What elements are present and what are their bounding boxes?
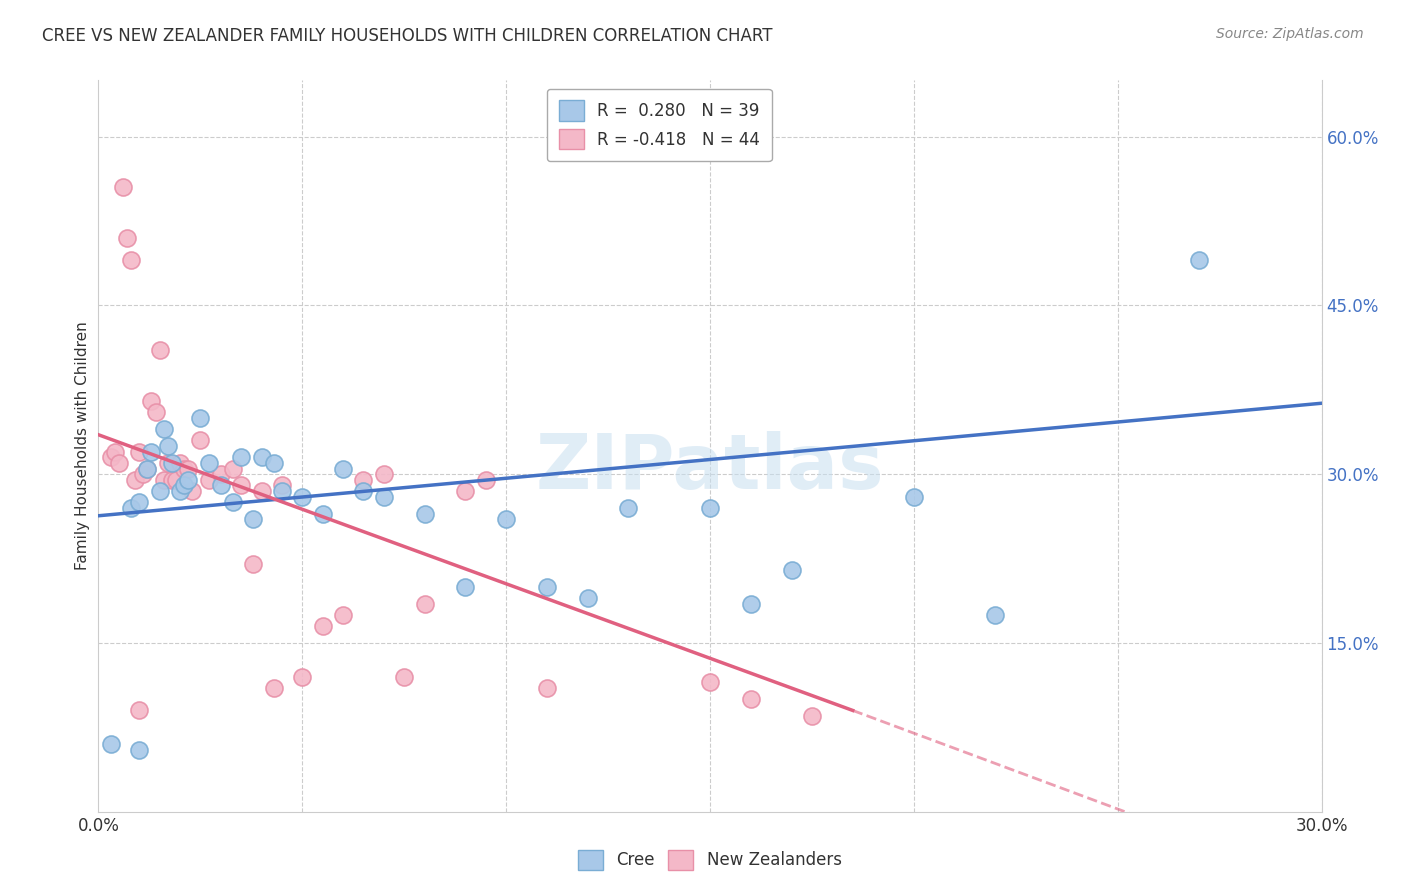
Point — [209, 467, 232, 482]
Point — [373, 490, 395, 504]
Point — [1188, 253, 1211, 268]
Point — [332, 607, 354, 622]
Point — [413, 597, 436, 611]
Point — [801, 709, 824, 723]
Point — [291, 670, 314, 684]
Point — [392, 670, 416, 684]
Point — [100, 450, 122, 465]
Point — [149, 343, 172, 358]
Text: Source: ZipAtlas.com: Source: ZipAtlas.com — [1216, 27, 1364, 41]
Point — [188, 410, 212, 425]
Point — [181, 483, 204, 498]
Point — [250, 483, 273, 498]
Point — [617, 500, 640, 515]
Point — [128, 743, 150, 757]
Point — [108, 456, 131, 470]
Point — [312, 619, 335, 633]
Point — [291, 490, 314, 504]
Point — [188, 434, 212, 448]
Point — [120, 253, 142, 268]
Point — [156, 456, 179, 470]
Point — [160, 473, 183, 487]
Point — [197, 456, 219, 470]
Point — [984, 607, 1007, 622]
Point — [454, 580, 477, 594]
Point — [160, 456, 183, 470]
Point — [149, 483, 172, 498]
Point — [332, 461, 354, 475]
Point — [165, 473, 187, 487]
Point — [242, 557, 264, 571]
Point — [270, 478, 294, 492]
Point — [128, 495, 150, 509]
Point — [177, 461, 200, 475]
Point — [104, 444, 127, 458]
Point — [699, 675, 721, 690]
Point — [740, 597, 762, 611]
Point — [197, 473, 219, 487]
Point — [177, 473, 200, 487]
Point — [263, 456, 285, 470]
Text: ZIPatlas: ZIPatlas — [536, 431, 884, 505]
Point — [352, 473, 374, 487]
Point — [145, 405, 167, 419]
Point — [209, 478, 232, 492]
Point — [373, 467, 395, 482]
Point — [352, 483, 374, 498]
Point — [115, 231, 138, 245]
Point — [454, 483, 477, 498]
Point — [270, 483, 294, 498]
Point — [740, 692, 762, 706]
Text: CREE VS NEW ZEALANDER FAMILY HOUSEHOLDS WITH CHILDREN CORRELATION CHART: CREE VS NEW ZEALANDER FAMILY HOUSEHOLDS … — [42, 27, 773, 45]
Point — [173, 461, 195, 475]
Point — [136, 461, 159, 475]
Point — [152, 422, 174, 436]
Point — [222, 461, 245, 475]
Point — [242, 512, 264, 526]
Point — [100, 737, 122, 751]
Point — [120, 500, 142, 515]
Point — [263, 681, 285, 695]
Point — [231, 478, 253, 492]
Point — [903, 490, 925, 504]
Point — [231, 450, 253, 465]
Point — [495, 512, 517, 526]
Point — [413, 507, 436, 521]
Point — [124, 473, 146, 487]
Point — [536, 580, 558, 594]
Point — [141, 444, 163, 458]
Point — [128, 703, 150, 717]
Point — [152, 473, 174, 487]
Y-axis label: Family Households with Children: Family Households with Children — [75, 322, 90, 570]
Point — [156, 439, 179, 453]
Point — [169, 456, 191, 470]
Point — [169, 483, 191, 498]
Point — [536, 681, 558, 695]
Point — [250, 450, 273, 465]
Point — [312, 507, 335, 521]
Point — [128, 444, 150, 458]
Point — [111, 180, 134, 194]
Point — [173, 478, 195, 492]
Point — [132, 467, 155, 482]
Point — [474, 473, 498, 487]
Point — [780, 563, 803, 577]
Point — [136, 461, 159, 475]
Legend: Cree, New Zealanders: Cree, New Zealanders — [572, 843, 848, 877]
Point — [699, 500, 721, 515]
Point — [576, 591, 599, 605]
Point — [222, 495, 245, 509]
Point — [141, 394, 163, 409]
